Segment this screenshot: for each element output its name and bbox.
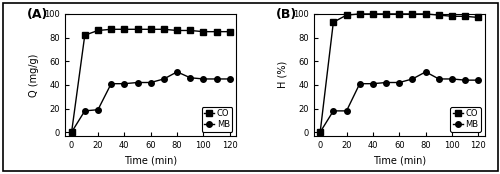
MB <box>82 110 88 112</box>
MB <box>95 109 101 111</box>
CO <box>174 29 180 31</box>
MB <box>436 78 442 80</box>
MB <box>148 81 154 84</box>
CO <box>344 14 349 16</box>
CO <box>436 14 442 16</box>
MB <box>449 78 455 80</box>
MB <box>188 77 194 79</box>
MB <box>134 81 140 84</box>
MB <box>396 81 402 84</box>
MB <box>317 131 323 133</box>
Y-axis label: Q (mg/g): Q (mg/g) <box>29 53 39 97</box>
CO <box>188 29 194 31</box>
MB <box>370 83 376 85</box>
Line: MB: MB <box>69 69 232 135</box>
CO <box>200 31 206 33</box>
CO <box>134 28 140 30</box>
CO <box>122 28 128 30</box>
Line: CO: CO <box>318 11 481 135</box>
Legend: CO, MB: CO, MB <box>202 107 232 132</box>
CO <box>95 29 101 31</box>
MB <box>68 131 74 133</box>
CO <box>462 15 468 17</box>
MB <box>410 78 416 80</box>
CO <box>476 16 482 18</box>
MB <box>476 79 482 81</box>
MB <box>462 79 468 81</box>
CO <box>68 131 74 133</box>
Text: (A): (A) <box>28 8 48 21</box>
CO <box>227 31 233 33</box>
MB <box>200 78 206 80</box>
MB <box>356 83 362 85</box>
MB <box>161 78 167 80</box>
CO <box>148 28 154 30</box>
Text: (B): (B) <box>276 8 297 21</box>
CO <box>317 131 323 133</box>
MB <box>227 78 233 80</box>
Line: MB: MB <box>318 69 481 135</box>
CO <box>422 13 428 15</box>
MB <box>214 78 220 80</box>
MB <box>108 83 114 85</box>
MB <box>122 83 128 85</box>
MB <box>383 81 389 84</box>
X-axis label: Time (min): Time (min) <box>372 155 426 165</box>
CO <box>396 13 402 15</box>
Y-axis label: H (%): H (%) <box>278 61 287 88</box>
CO <box>356 13 362 15</box>
MB <box>344 110 349 112</box>
CO <box>383 13 389 15</box>
CO <box>108 28 114 30</box>
CO <box>330 21 336 23</box>
CO <box>82 34 88 36</box>
MB <box>330 110 336 112</box>
CO <box>449 15 455 17</box>
Legend: CO, MB: CO, MB <box>450 107 481 132</box>
Line: CO: CO <box>69 26 232 135</box>
CO <box>214 31 220 33</box>
MB <box>422 71 428 73</box>
X-axis label: Time (min): Time (min) <box>124 155 178 165</box>
MB <box>174 71 180 73</box>
CO <box>410 13 416 15</box>
CO <box>161 28 167 30</box>
CO <box>370 13 376 15</box>
